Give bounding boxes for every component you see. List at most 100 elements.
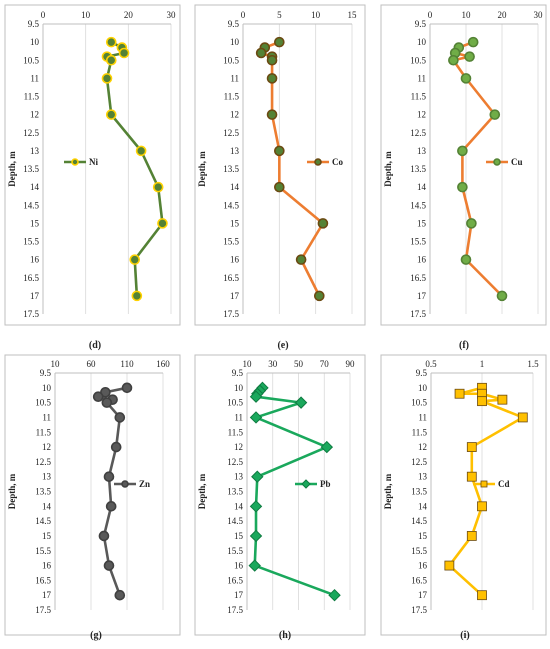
y-tick-label: 12	[234, 442, 243, 452]
y-axis-label: Depth, m	[197, 151, 207, 187]
x-tick-label: 20	[124, 10, 134, 20]
y-tick-label: 13	[417, 146, 427, 156]
x-tick-label: 0.5	[425, 359, 437, 369]
y-tick-label: 13.5	[35, 487, 51, 497]
panel-frame	[194, 354, 366, 636]
y-tick-label: 16.5	[23, 273, 39, 283]
data-point	[460, 254, 472, 265]
data-point	[464, 51, 475, 62]
x-tick-label: 30	[268, 359, 278, 369]
data-point	[105, 36, 117, 48]
data-point	[114, 412, 126, 423]
y-tick-label: 14.5	[410, 200, 426, 210]
y-tick-label: 16	[418, 561, 428, 571]
y-tick-label: 10.5	[410, 55, 426, 65]
legend-label: Pb	[320, 479, 331, 489]
legend-swatch-marker	[493, 158, 501, 166]
y-tick-label: 9.5	[232, 368, 244, 378]
y-tick-label: 17	[30, 291, 40, 301]
y-tick-label: 14	[234, 501, 244, 511]
y-tick-label: 13.5	[227, 487, 243, 497]
y-tick-label: 11	[30, 73, 39, 83]
legend-swatch-marker	[121, 480, 129, 488]
y-tick-label: 17.5	[35, 605, 51, 615]
x-tick-label: 70	[320, 359, 330, 369]
data-point	[266, 54, 278, 66]
data-point	[255, 47, 267, 59]
data-point	[135, 145, 147, 157]
y-tick-label: 13.5	[411, 487, 427, 497]
data-point	[295, 254, 307, 265]
y-tick-label: 12.5	[411, 457, 427, 467]
y-tick-label: 15.5	[411, 546, 427, 556]
data-point	[497, 394, 508, 405]
legend-label: Cd	[498, 479, 510, 489]
y-tick-label: 10.5	[411, 398, 427, 408]
y-tick-label: 17	[417, 291, 427, 301]
y-tick-label: 13.5	[410, 164, 426, 174]
data-point	[274, 181, 285, 193]
data-point	[131, 290, 143, 302]
x-tick-label: 5	[277, 10, 282, 20]
panel-caption: (i)	[460, 630, 469, 641]
y-tick-label: 17.5	[410, 309, 426, 319]
y-tick-label: 11	[42, 412, 51, 422]
y-tick-label: 13.5	[223, 164, 239, 174]
data-point	[489, 109, 501, 120]
x-tick-label: 30	[167, 10, 177, 20]
y-tick-label: 16.5	[223, 273, 239, 283]
y-tick-label: 13.5	[23, 164, 39, 174]
y-tick-label: 16	[230, 255, 240, 265]
y-tick-label: 11.5	[224, 92, 240, 102]
y-tick-label: 11	[418, 412, 427, 422]
y-tick-label: 15	[42, 531, 52, 541]
data-point	[457, 145, 468, 157]
y-tick-label: 15.5	[227, 546, 243, 556]
y-axis-label: Depth, m	[7, 151, 17, 187]
y-tick-label: 17.5	[411, 605, 427, 615]
x-tick-label: 0	[41, 10, 46, 20]
data-point	[274, 36, 285, 48]
panel-caption: (f)	[459, 340, 469, 351]
data-point	[157, 218, 168, 229]
panel-d: 0 10 20 30 9.5 10 10.5 11 11.5 12 12.5 13 13.5 14 14.5…	[4, 4, 181, 351]
x-tick-label: 10	[243, 359, 253, 369]
y-tick-label: 15.5	[35, 546, 51, 556]
y-tick-label: 10	[42, 383, 52, 393]
x-tick-label: 1	[480, 359, 485, 369]
data-point	[466, 471, 477, 482]
y-tick-label: 9.5	[416, 368, 428, 378]
legend-swatch-marker	[301, 479, 311, 489]
y-tick-label: 13	[230, 146, 240, 156]
y-tick-label: 15.5	[223, 237, 239, 247]
y-tick-label: 10	[418, 383, 428, 393]
legend-swatch-marker	[71, 158, 79, 166]
data-point	[114, 589, 126, 601]
y-tick-label: 15	[230, 218, 240, 228]
y-tick-label: 14	[30, 182, 40, 192]
x-tick-label: 60	[87, 359, 97, 369]
data-point	[251, 470, 264, 483]
legend-label: Zn	[139, 479, 150, 489]
x-tick-label: 20	[498, 10, 508, 20]
data-point	[105, 54, 117, 66]
y-tick-label: 15	[417, 218, 427, 228]
y-tick-label: 14.5	[35, 516, 51, 526]
x-tick-label: 1.5	[527, 359, 539, 369]
x-tick-label: 10	[51, 359, 61, 369]
data-point	[103, 471, 115, 482]
x-tick-label: 0	[241, 10, 246, 20]
data-point	[274, 145, 285, 157]
y-tick-label: 14	[417, 182, 427, 192]
data-point	[249, 500, 263, 513]
panel-f: 0 10 20 30 9.5 10 10.5 11 11.5 12 12.5 13 13.5 14 14.5…	[380, 4, 547, 351]
y-tick-label: 16	[234, 561, 244, 571]
y-axis-label: Depth, m	[383, 151, 393, 187]
y-tick-label: 10.5	[223, 55, 239, 65]
data-point	[466, 218, 477, 229]
data-point	[460, 73, 472, 84]
y-tick-label: 10	[234, 383, 244, 393]
y-tick-label: 12	[230, 110, 239, 120]
y-tick-label: 10.5	[35, 398, 51, 408]
